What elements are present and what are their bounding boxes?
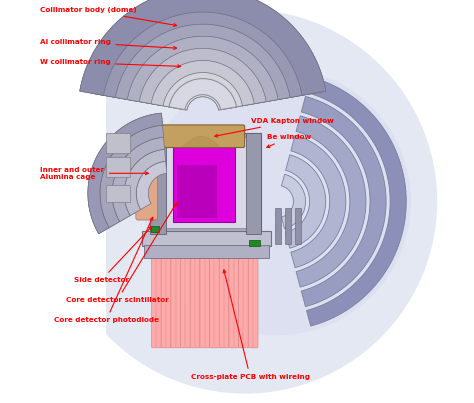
Polygon shape bbox=[124, 149, 166, 216]
Text: W collimator ring: W collimator ring bbox=[39, 60, 181, 68]
Polygon shape bbox=[282, 174, 306, 229]
FancyBboxPatch shape bbox=[238, 256, 248, 348]
FancyBboxPatch shape bbox=[173, 147, 235, 222]
Text: VDA Kapton window: VDA Kapton window bbox=[215, 118, 334, 137]
Polygon shape bbox=[91, 0, 314, 98]
Wedge shape bbox=[169, 79, 237, 110]
FancyBboxPatch shape bbox=[181, 256, 190, 348]
Polygon shape bbox=[128, 36, 278, 104]
Text: Al collimator ring: Al collimator ring bbox=[39, 39, 177, 50]
Polygon shape bbox=[100, 125, 164, 228]
Polygon shape bbox=[103, 12, 302, 100]
FancyBboxPatch shape bbox=[275, 208, 282, 244]
FancyBboxPatch shape bbox=[295, 208, 301, 244]
FancyBboxPatch shape bbox=[106, 185, 130, 202]
FancyBboxPatch shape bbox=[152, 256, 161, 348]
Polygon shape bbox=[124, 149, 166, 216]
FancyBboxPatch shape bbox=[200, 256, 210, 348]
Polygon shape bbox=[116, 24, 290, 102]
Polygon shape bbox=[80, 0, 326, 96]
Polygon shape bbox=[286, 155, 326, 248]
FancyBboxPatch shape bbox=[36, 0, 217, 73]
FancyBboxPatch shape bbox=[171, 256, 181, 348]
Polygon shape bbox=[296, 116, 366, 287]
Wedge shape bbox=[169, 79, 237, 110]
Polygon shape bbox=[100, 125, 164, 228]
Polygon shape bbox=[151, 60, 255, 108]
FancyBboxPatch shape bbox=[190, 256, 200, 348]
Text: Core detector scintillator: Core detector scintillator bbox=[66, 203, 176, 303]
FancyBboxPatch shape bbox=[136, 167, 158, 220]
Polygon shape bbox=[301, 96, 386, 307]
Polygon shape bbox=[112, 137, 164, 222]
Polygon shape bbox=[139, 48, 266, 106]
FancyBboxPatch shape bbox=[106, 157, 130, 177]
Polygon shape bbox=[139, 48, 266, 106]
Polygon shape bbox=[167, 77, 238, 110]
Polygon shape bbox=[88, 113, 163, 234]
FancyBboxPatch shape bbox=[150, 133, 261, 234]
Polygon shape bbox=[128, 36, 278, 104]
Text: Cross-plate PCB with wireing: Cross-plate PCB with wireing bbox=[191, 270, 310, 380]
Polygon shape bbox=[291, 135, 346, 268]
Polygon shape bbox=[103, 12, 302, 100]
FancyBboxPatch shape bbox=[142, 231, 271, 246]
Text: Core detector photodiode: Core detector photodiode bbox=[54, 217, 159, 323]
Polygon shape bbox=[307, 77, 406, 326]
FancyBboxPatch shape bbox=[229, 256, 238, 348]
FancyBboxPatch shape bbox=[210, 256, 219, 348]
Polygon shape bbox=[151, 60, 255, 108]
Text: Collimator body (dome): Collimator body (dome) bbox=[39, 7, 177, 27]
FancyBboxPatch shape bbox=[36, 0, 106, 403]
Polygon shape bbox=[136, 161, 167, 210]
FancyBboxPatch shape bbox=[219, 256, 229, 348]
FancyBboxPatch shape bbox=[156, 137, 255, 228]
Text: Be window: Be window bbox=[267, 134, 311, 147]
Text: Side detector: Side detector bbox=[74, 226, 152, 283]
FancyBboxPatch shape bbox=[249, 240, 260, 246]
Polygon shape bbox=[136, 161, 167, 210]
Polygon shape bbox=[80, 0, 326, 96]
Polygon shape bbox=[88, 113, 163, 234]
Polygon shape bbox=[167, 77, 238, 110]
Text: Inner and outer
Alumina cage: Inner and outer Alumina cage bbox=[39, 167, 148, 180]
FancyBboxPatch shape bbox=[144, 245, 269, 258]
FancyBboxPatch shape bbox=[246, 133, 261, 234]
FancyBboxPatch shape bbox=[150, 133, 166, 234]
Polygon shape bbox=[116, 24, 290, 102]
FancyBboxPatch shape bbox=[176, 165, 217, 218]
FancyBboxPatch shape bbox=[157, 125, 245, 147]
FancyBboxPatch shape bbox=[151, 226, 159, 232]
Circle shape bbox=[54, 10, 437, 393]
FancyBboxPatch shape bbox=[248, 256, 258, 348]
FancyBboxPatch shape bbox=[161, 256, 171, 348]
FancyBboxPatch shape bbox=[106, 133, 130, 153]
Polygon shape bbox=[91, 0, 314, 98]
FancyBboxPatch shape bbox=[285, 208, 292, 244]
Circle shape bbox=[144, 69, 410, 334]
Polygon shape bbox=[112, 137, 164, 222]
